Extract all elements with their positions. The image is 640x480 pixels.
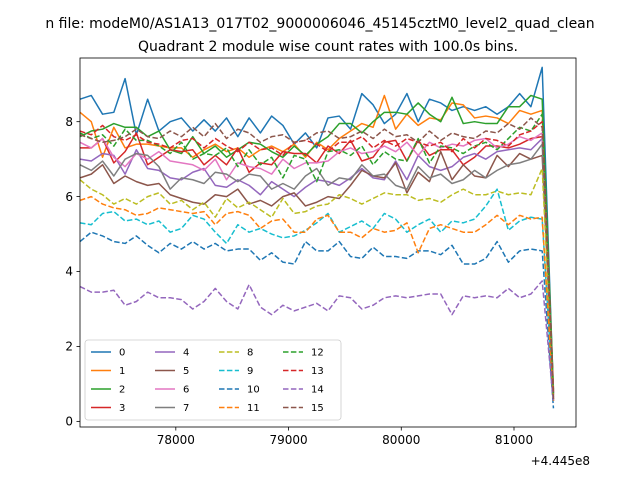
- y-axis: 0 2 4 6 8: [65, 115, 80, 429]
- x-tick-label: 81000: [495, 433, 533, 447]
- x-tick-label: 79000: [269, 433, 307, 447]
- legend-label-3: 3: [119, 403, 125, 414]
- series-line-10: [79, 231, 555, 409]
- legend-label-12: 12: [311, 348, 324, 359]
- plot-area: [79, 66, 555, 409]
- legend-label-14: 14: [311, 385, 324, 396]
- legend-label-15: 15: [311, 403, 324, 414]
- y-tick-label: 2: [65, 340, 73, 354]
- series-line-1: [79, 94, 555, 392]
- legend-label-13: 13: [311, 366, 324, 377]
- y-tick-label: 8: [65, 115, 73, 129]
- legend-label-11: 11: [247, 403, 260, 414]
- series-line-14: [79, 280, 555, 403]
- series-line-6: [79, 132, 555, 394]
- legend-label-9: 9: [247, 366, 253, 377]
- legend-label-10: 10: [247, 385, 260, 396]
- legend-label-7: 7: [183, 403, 189, 414]
- y-tick-label: 6: [65, 190, 73, 204]
- chart-title: Quadrant 2 module wise count rates with …: [138, 39, 518, 55]
- y-tick-label: 0: [65, 415, 73, 429]
- legend-label-2: 2: [119, 385, 125, 396]
- series-line-5: [79, 150, 555, 401]
- figure-suptitle: n file: modeM0/AS1A13_017T02_9000006046_…: [45, 16, 594, 32]
- series-line-12: [79, 113, 555, 396]
- legend-label-6: 6: [183, 385, 189, 396]
- series-line-13: [79, 120, 555, 394]
- legend-label-8: 8: [247, 348, 253, 359]
- legend-label-0: 0: [119, 348, 125, 359]
- x-tick-label: 80000: [382, 433, 420, 447]
- legend-label-4: 4: [183, 348, 189, 359]
- series-line-15: [79, 117, 555, 399]
- legend-label-1: 1: [119, 366, 125, 377]
- y-tick-label: 4: [65, 265, 73, 279]
- axes-frame: [79, 57, 577, 428]
- x-axis: 78000 79000 80000 81000: [157, 427, 533, 447]
- x-tick-label: 78000: [157, 433, 195, 447]
- series-line-9: [79, 188, 555, 403]
- x-offset-label: +4.445e8: [531, 454, 590, 468]
- legend-label-5: 5: [183, 366, 189, 377]
- series-line-7: [79, 143, 555, 398]
- legend-box: [84, 339, 342, 421]
